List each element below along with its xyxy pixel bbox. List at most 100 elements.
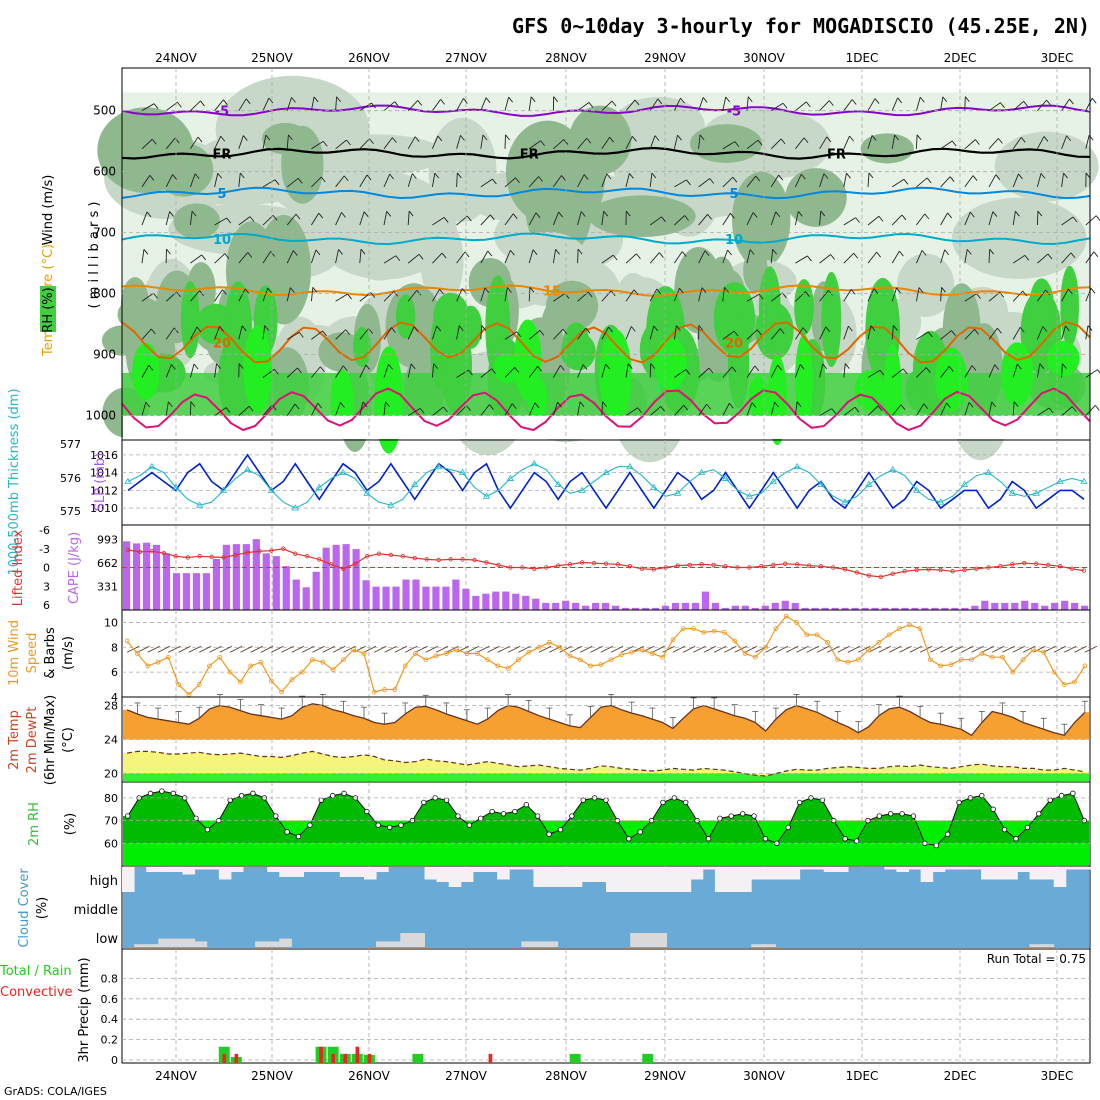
wind-barb-flag bbox=[919, 96, 925, 103]
wind-barb bbox=[1037, 136, 1045, 150]
wind-speed-point bbox=[608, 657, 614, 663]
wind10m-barb bbox=[168, 645, 181, 653]
wind-barb-flag bbox=[732, 176, 738, 183]
wind-speed-point bbox=[557, 644, 563, 650]
wind-barb-flag bbox=[588, 102, 594, 108]
wind-barb bbox=[1012, 290, 1024, 302]
wind-barb bbox=[1037, 253, 1049, 264]
cape-bar bbox=[282, 566, 290, 610]
li-point bbox=[245, 550, 250, 555]
wind-barb bbox=[480, 214, 491, 226]
wind-barb bbox=[165, 364, 172, 378]
thickness-point bbox=[315, 483, 323, 490]
wind-barb-flag bbox=[537, 366, 542, 372]
wind-barb bbox=[940, 96, 944, 111]
wind-barb-flag bbox=[322, 141, 328, 147]
wind-barb bbox=[432, 289, 440, 302]
wind-barb bbox=[262, 179, 276, 188]
wind-barb bbox=[383, 211, 388, 226]
wind-barb-flag bbox=[265, 134, 271, 141]
wind-speed-point bbox=[732, 638, 738, 644]
wind-barb bbox=[335, 175, 345, 188]
wind-barb-flag bbox=[482, 134, 488, 141]
wind-barb-flag bbox=[868, 172, 874, 179]
wind-barb-flag bbox=[369, 138, 374, 145]
wind-barb bbox=[988, 401, 993, 416]
wind-barb-flag bbox=[487, 250, 493, 257]
li-point bbox=[986, 565, 991, 570]
wind-barb bbox=[383, 364, 389, 378]
wind-barb bbox=[770, 364, 778, 378]
rh-legend-swatch bbox=[40, 286, 56, 332]
wind-barb-flag bbox=[434, 172, 440, 179]
thickness-line bbox=[127, 463, 1085, 509]
rh2m-point bbox=[227, 797, 233, 803]
wind-barb-flag bbox=[925, 367, 931, 373]
footer-credit: GrADS: COLA/IGES bbox=[4, 1085, 107, 1098]
li-point bbox=[830, 565, 836, 570]
wind-speed-point bbox=[124, 638, 130, 644]
li-point bbox=[173, 554, 178, 559]
wind-barb bbox=[456, 98, 464, 111]
wind-barb-flag bbox=[216, 363, 221, 369]
x-tick-bottom: 27NOV bbox=[445, 1069, 487, 1083]
rh2m-point bbox=[626, 836, 632, 842]
wind-barb-flag bbox=[294, 403, 300, 410]
cape-bar bbox=[881, 607, 889, 610]
wind-barb bbox=[456, 405, 467, 416]
precip-conv-bar bbox=[319, 1046, 323, 1063]
wind-barb bbox=[940, 176, 951, 188]
wind-barb bbox=[552, 249, 557, 264]
li-point bbox=[926, 567, 931, 572]
wind-barb-flag bbox=[274, 179, 280, 185]
wind-barb bbox=[601, 136, 611, 150]
contour-label-20: 20 bbox=[213, 336, 231, 351]
li-point bbox=[627, 564, 633, 569]
wind-barb-flag bbox=[456, 172, 462, 179]
wind-barb-flag bbox=[989, 248, 995, 255]
cape-bar bbox=[721, 607, 729, 610]
wind10m-barb bbox=[497, 645, 511, 653]
wind-barb bbox=[189, 173, 196, 188]
wind-barb-flag bbox=[611, 100, 617, 107]
wind10m-barb bbox=[940, 645, 953, 653]
wind-speed-point bbox=[371, 689, 377, 695]
wind-barb-flag bbox=[247, 252, 253, 258]
li-point bbox=[149, 549, 155, 554]
wind-barb bbox=[867, 172, 870, 187]
x-tick-top: 30NOV bbox=[743, 51, 785, 65]
wind-barb bbox=[722, 213, 731, 226]
rh-blob-light bbox=[897, 253, 955, 318]
wind-barb-flag bbox=[708, 367, 714, 374]
wind-barb bbox=[625, 326, 632, 340]
wind-barb-flag bbox=[191, 210, 197, 217]
li-point bbox=[723, 564, 728, 569]
rh2m-point bbox=[853, 838, 860, 844]
cape-bar bbox=[1011, 602, 1019, 610]
wind-barb-flag bbox=[268, 97, 274, 104]
wind-barb-flag bbox=[408, 210, 414, 217]
wind-barb bbox=[310, 249, 317, 264]
wind-barb-flag bbox=[439, 288, 444, 295]
precip-conv-bar bbox=[343, 1053, 348, 1063]
wind-speed-point bbox=[917, 626, 923, 632]
wind-barb bbox=[1061, 363, 1063, 378]
wind-barb-flag bbox=[217, 172, 223, 179]
wind-barb bbox=[770, 174, 780, 188]
wind-speed-point bbox=[207, 663, 212, 669]
ylabel-temp-3: (°C) bbox=[61, 727, 76, 753]
contour-label-FR: FR bbox=[520, 147, 539, 162]
wind-barb-flag bbox=[758, 293, 764, 300]
li-point bbox=[412, 555, 417, 561]
cloud-high-gap bbox=[811, 867, 825, 870]
wind-speed-point bbox=[227, 669, 233, 675]
cape-bar bbox=[611, 605, 620, 610]
wind10m-barb bbox=[178, 645, 191, 653]
wind-barb bbox=[625, 173, 630, 188]
wind-barb-flag bbox=[1024, 255, 1030, 261]
wind-barb-flag bbox=[630, 326, 636, 332]
wind-barb-flag bbox=[947, 212, 952, 219]
li-point bbox=[890, 571, 896, 576]
wind-barb bbox=[746, 175, 757, 188]
